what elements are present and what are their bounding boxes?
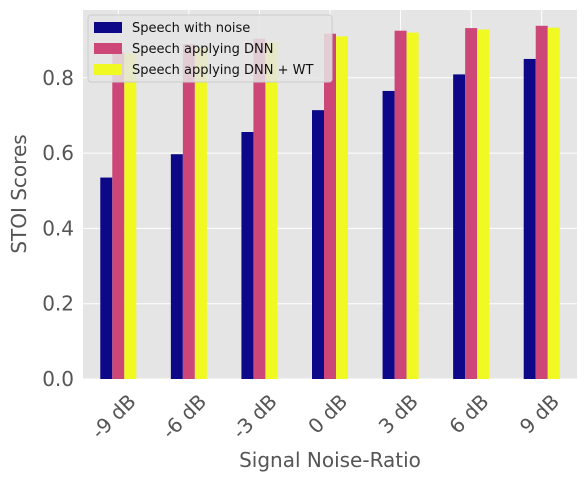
- bar-series-2-6: [547, 27, 560, 380]
- bar-series-1-3: [324, 33, 336, 379]
- y-tick-label: 0.4: [42, 216, 74, 240]
- y-axis-title: STOI Scores: [7, 134, 31, 253]
- bar-series-2-3: [336, 36, 348, 379]
- bar-series-0-6: [523, 58, 536, 380]
- bar-series-2-4: [406, 32, 419, 380]
- bar-series-1-0: [112, 52, 125, 380]
- y-tick-label: 0.6: [42, 141, 74, 165]
- bars: [100, 25, 560, 380]
- bar-series-1-1: [182, 44, 195, 380]
- bar-series-1-5: [465, 28, 478, 380]
- legend-label-noise: Speech with noise: [132, 21, 250, 36]
- x-tick-labels: -9 dB -6 dB -3 dB 0 dB 3 dB 6 dB 9 dB: [86, 389, 564, 443]
- bar-series-0-5: [453, 74, 466, 380]
- legend: Speech with noise Speech applying DNN Sp…: [87, 14, 333, 83]
- legend-label-dnn: Speech applying DNN: [132, 42, 274, 57]
- legend-label-dnn-wt: Speech applying DNN + WT: [132, 63, 314, 78]
- bar-series-0-4: [382, 90, 395, 380]
- bar-series-0-2: [241, 131, 254, 379]
- x-tick-label: 6 dB: [444, 389, 493, 438]
- x-axis-title: Signal Noise-Ratio: [239, 448, 421, 472]
- x-tick-label: 3 dB: [374, 389, 423, 438]
- x-tick-label: -9 dB: [86, 389, 140, 443]
- x-tick-label: -6 dB: [157, 389, 211, 443]
- x-tick-label: -3 dB: [227, 389, 281, 443]
- legend-box: [87, 14, 333, 83]
- bar-series-2-5: [477, 29, 490, 380]
- bar-series-0-0: [100, 177, 113, 379]
- x-tick-label: 9 dB: [515, 389, 564, 438]
- bar-series-2-2: [265, 42, 278, 380]
- legend-swatch-dnn-wt: [94, 64, 122, 75]
- bar-series-1-4: [394, 30, 407, 380]
- legend-swatch-noise: [94, 22, 122, 33]
- legend-swatch-dnn: [94, 43, 122, 54]
- bar-series-1-6: [535, 25, 548, 380]
- y-tick-labels: 0.0 0.2 0.4 0.6 0.8: [42, 66, 74, 391]
- bar-series-2-1: [194, 47, 207, 379]
- bar-series-0-1: [170, 154, 183, 379]
- bar-series-2-0: [124, 53, 137, 379]
- bar-series-0-3: [312, 110, 324, 380]
- y-tick-label: 0.2: [42, 292, 74, 316]
- y-tick-label: 0.0: [42, 367, 74, 391]
- x-tick-label: 0 dB: [303, 389, 352, 438]
- y-tick-label: 0.8: [42, 66, 74, 90]
- bar-series-1-2: [253, 38, 266, 379]
